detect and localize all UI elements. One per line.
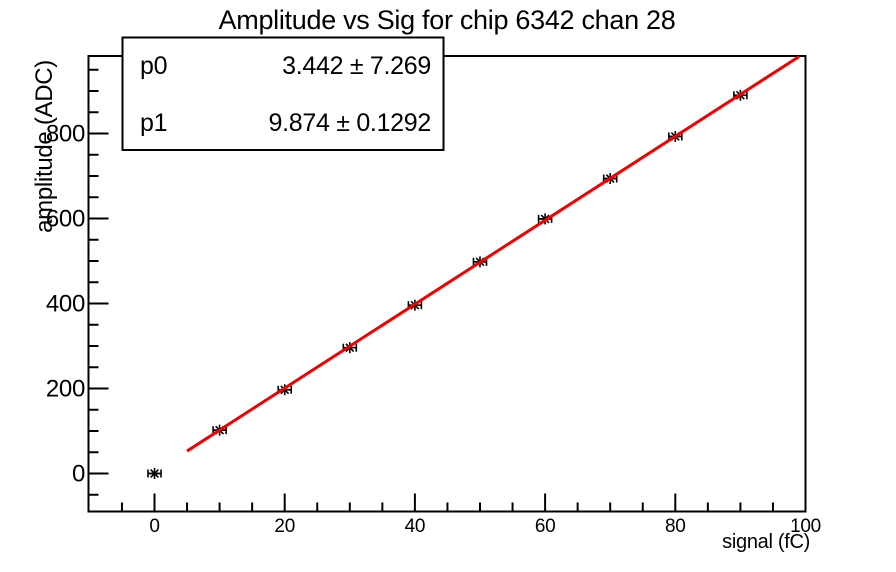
- plot-title: Amplitude vs Sig for chip 6342 chan 28: [219, 5, 676, 35]
- stats-param-value: 9.874 ± 0.1292: [269, 109, 431, 137]
- stats-param-name: p0: [140, 52, 167, 80]
- y-tick-label: 400: [46, 291, 85, 318]
- x-tick-label: 40: [405, 516, 426, 537]
- stats-box-frame: [121, 36, 445, 151]
- y-tick-label: 600: [46, 206, 85, 233]
- y-tick-label: 800: [46, 121, 85, 148]
- axis-ticks: 0 20 40 60 80 100 0 200 400 600 800: [46, 68, 821, 537]
- fit-line: [186, 56, 800, 453]
- x-tick-label: 20: [274, 516, 295, 537]
- y-tick-label: 0: [72, 461, 85, 488]
- stats-param-value: 3.442 ± 7.269: [282, 52, 431, 80]
- x-tick-label: 60: [535, 516, 556, 537]
- x-tick-label: 0: [149, 516, 159, 537]
- x-axis-title: signal (fC): [722, 531, 810, 553]
- marker-asterisk: [150, 469, 159, 478]
- x-tick-label: 100: [790, 516, 821, 537]
- stats-param-name: p1: [140, 109, 167, 137]
- y-tick-label: 200: [46, 376, 85, 403]
- x-tick-label: 80: [665, 516, 686, 537]
- data-point: [147, 468, 162, 479]
- stats-box: p0 3.442 ± 7.269 p1 9.874 ± 0.1292: [121, 36, 445, 151]
- y-axis-title: amplitude (ADC): [31, 60, 58, 233]
